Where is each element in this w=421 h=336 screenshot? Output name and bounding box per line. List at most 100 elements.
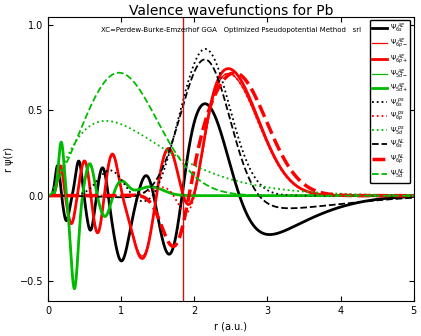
$\psi_{5d-}^{AE}$: [45, 194, 51, 198]
$\psi_{6s}^{ps}$: [203, 47, 208, 51]
$\psi_{6p+}^{AE}$: [404, 194, 409, 198]
$\psi_{6p}^{ps}$: [45, 194, 51, 198]
$\psi_{6p}^{NL}$: [202, 123, 207, 127]
Line: $\psi_{5d}^{ps}$: $\psi_{5d}^{ps}$: [48, 121, 414, 196]
$\psi_{5d}^{ps}$: [87, 124, 92, 128]
$\psi_{5d}^{ps}$: [45, 194, 51, 198]
$\psi_{5d}^{ps}$: [202, 168, 207, 172]
$\psi_{6s}^{AE}$: [87, 228, 92, 232]
$\psi_{5d}^{ps}$: [404, 193, 409, 197]
$\psi_{6p-}^{AE}$: [202, 139, 207, 143]
$\psi_{5d}^{NL}$: [404, 194, 409, 198]
$\psi_{6s}^{NL}$: [365, 199, 370, 203]
Title: Valence wavefunctions for Pb: Valence wavefunctions for Pb: [129, 4, 333, 18]
$\psi_{5d-}^{AE}$: [365, 194, 370, 198]
$\psi_{5d}^{ps}$: [411, 193, 416, 197]
$\psi_{5d}^{NL}$: [45, 194, 51, 198]
$\psi_{6p}^{NL}$: [109, 194, 114, 198]
$\psi_{6s}^{NL}$: [203, 57, 208, 61]
$\psi_{6p}^{NL}$: [87, 194, 92, 198]
$\psi_{6s}^{NL}$: [202, 57, 207, 61]
$\psi_{6p}^{NL}$: [45, 194, 51, 198]
$\psi_{6s}^{AE}$: [186, 149, 191, 153]
$\psi_{5d}^{ps}$: [103, 119, 108, 123]
$\psi_{6s}^{ps}$: [186, 79, 191, 83]
$\psi_{5d}^{NL}$: [186, 168, 191, 172]
$\psi_{5d-}^{AE}$: [186, 194, 191, 198]
$\psi_{6s}^{AE}$: [202, 102, 207, 106]
$\psi_{6s}^{AE}$: [404, 195, 409, 199]
$\psi_{5d}^{NL}$: [109, 73, 114, 77]
$\psi_{6s}^{AE}$: [109, 217, 114, 221]
$\psi_{6p-}^{AE}$: [139, 254, 144, 258]
$\psi_{6s}^{ps}$: [404, 194, 409, 198]
$\psi_{6s}^{NL}$: [287, 206, 292, 210]
$\psi_{6p-}^{AE}$: [411, 194, 416, 198]
$\psi_{6s}^{AE}$: [203, 102, 208, 106]
$\psi_{5d+}^{AE}$: [88, 162, 93, 166]
$\psi_{6p}^{NL}$: [186, 197, 191, 201]
$\psi_{6p}^{ps}$: [87, 194, 92, 198]
$\psi_{6s}^{NL}$: [45, 194, 51, 198]
$\psi_{6p-}^{AE}$: [365, 194, 370, 198]
$\psi_{6s}^{NL}$: [109, 195, 114, 199]
$\psi_{6p}^{NL}$: [232, 71, 237, 75]
$\psi_{5d+}^{AE}$: [59, 140, 64, 144]
$\psi_{5d+}^{AE}$: [45, 194, 51, 198]
$\psi_{6p+}^{AE}$: [186, 203, 191, 207]
$\psi_{6s}^{AE}$: [45, 194, 51, 198]
$\psi_{5d}^{NL}$: [116, 71, 121, 75]
$\psi_{6p}^{NL}$: [171, 244, 176, 248]
$\psi_{5d+}^{AE}$: [411, 194, 416, 198]
$\psi_{6s}^{ps}$: [87, 187, 92, 191]
Line: $\psi_{6p}^{NL}$: $\psi_{6p}^{NL}$: [48, 73, 414, 246]
$\psi_{6p+}^{AE}$: [411, 194, 416, 198]
$\psi_{6p}^{ps}$: [365, 194, 370, 198]
$\psi_{6s}^{AE}$: [365, 199, 370, 203]
$\psi_{6s}^{AE}$: [119, 259, 124, 263]
$\psi_{6s}^{ps}$: [202, 47, 207, 51]
$\psi_{5d-}^{AE}$: [109, 198, 114, 202]
$\psi_{5d+}^{AE}$: [186, 194, 191, 198]
$\psi_{6s}^{NL}$: [404, 196, 409, 200]
$\psi_{6s}^{ps}$: [411, 194, 416, 198]
Legend: $\Psi_{6s}^{\ AE}$, $\Psi_{6p-}^{\ AE}$, $\Psi_{6p+}^{\ AE}$, $\Psi_{5d-}^{\ AE}: $\Psi_{6s}^{\ AE}$, $\Psi_{6p-}^{\ AE}$,…: [370, 20, 410, 183]
$\psi_{6p}^{NL}$: [411, 194, 416, 198]
$\psi_{6p-}^{AE}$: [45, 194, 51, 198]
$\psi_{6p-}^{AE}$: [226, 72, 231, 76]
$\psi_{6p}^{ps}$: [411, 194, 416, 198]
$\psi_{6p}^{NL}$: [404, 194, 409, 198]
$\psi_{6s}^{ps}$: [365, 194, 370, 198]
Line: $\psi_{5d+}^{AE}$: $\psi_{5d+}^{AE}$: [48, 142, 414, 289]
$\psi_{5d}^{NL}$: [87, 106, 92, 110]
$\psi_{6s}^{NL}$: [186, 86, 191, 90]
$\psi_{6p-}^{AE}$: [87, 185, 92, 189]
$\psi_{5d}^{NL}$: [411, 194, 416, 198]
Line: $\psi_{6p+}^{AE}$: $\psi_{6p+}^{AE}$: [48, 69, 414, 258]
$\psi_{6p}^{ps}$: [404, 194, 409, 198]
$\psi_{5d+}^{AE}$: [72, 287, 77, 291]
$\psi_{6p+}^{AE}$: [226, 67, 231, 71]
$\psi_{5d}^{ps}$: [365, 193, 370, 197]
$\psi_{5d-}^{AE}$: [72, 282, 77, 286]
Text: XC=Perdew-Burke-Emzerhof GGA   Optimized Pseudopotential Method   srl: XC=Perdew-Burke-Emzerhof GGA Optimized P…: [101, 27, 361, 33]
$\psi_{6p-}^{AE}$: [109, 154, 114, 158]
$\psi_{6p}^{ps}$: [183, 211, 188, 215]
$\psi_{6s}^{AE}$: [411, 195, 416, 199]
$\psi_{6s}^{ps}$: [45, 194, 51, 198]
$\psi_{6p}^{ps}$: [226, 72, 231, 76]
$\psi_{6s}^{NL}$: [87, 194, 92, 198]
$\psi_{6s}^{ps}$: [109, 168, 114, 172]
$\psi_{6p-}^{AE}$: [186, 202, 191, 206]
$\psi_{5d}^{NL}$: [202, 181, 207, 185]
Y-axis label: r ψ(r): r ψ(r): [4, 146, 14, 172]
Line: $\psi_{5d-}^{AE}$: $\psi_{5d-}^{AE}$: [48, 144, 414, 284]
$\psi_{6p}^{ps}$: [202, 139, 207, 143]
$\psi_{6p}^{ps}$: [109, 194, 114, 198]
$\psi_{6s}^{ps}$: [141, 199, 146, 203]
$\psi_{5d-}^{AE}$: [404, 194, 409, 198]
$\psi_{5d-}^{AE}$: [88, 163, 93, 167]
$\psi_{6s}^{NL}$: [411, 196, 416, 200]
$\psi_{5d+}^{AE}$: [404, 194, 409, 198]
$\psi_{5d}^{ps}$: [186, 161, 191, 165]
